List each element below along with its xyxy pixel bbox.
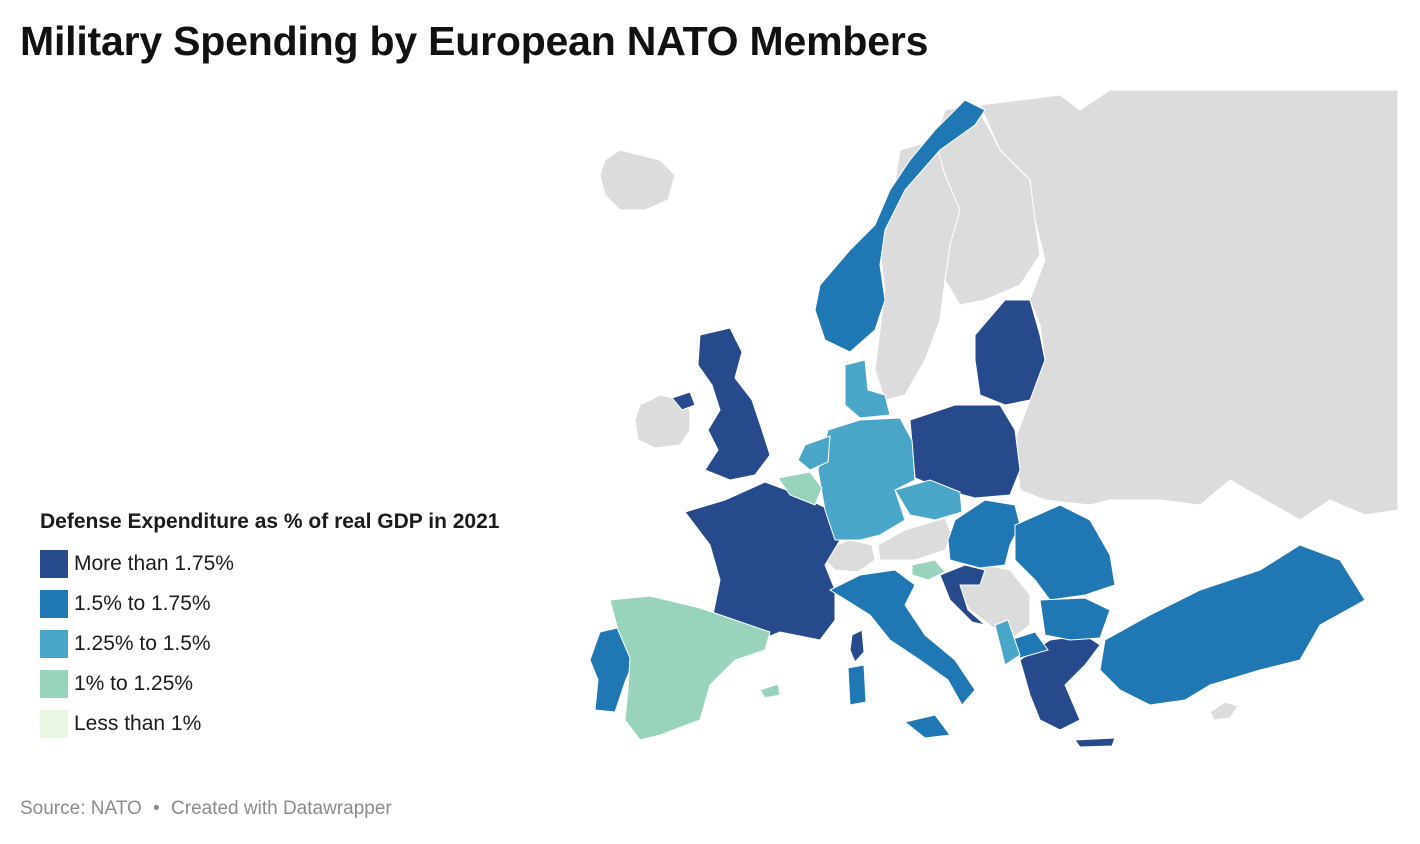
- non-member-regions: [599, 89, 1399, 721]
- corsica-region: [849, 629, 865, 663]
- legend-swatch: [40, 630, 68, 658]
- legend-item: 1.5% to 1.75%: [40, 584, 499, 624]
- turkey-region: [1099, 544, 1366, 706]
- legend-item: More than 1.75%: [40, 544, 499, 584]
- croatia-region: [939, 564, 986, 626]
- map-legend: Defense Expenditure as % of real GDP in …: [40, 510, 499, 744]
- belgium-region: [777, 471, 823, 506]
- slovenia-region: [911, 559, 946, 581]
- legend-swatch: [40, 710, 68, 738]
- tier-125-to-150: [797, 359, 1021, 666]
- legend-label: 1.25% to 1.5%: [74, 632, 211, 655]
- baltics-region: [974, 299, 1046, 406]
- italy-region: [828, 569, 976, 706]
- slovakia-hungary-region: [947, 499, 1021, 569]
- legend-label: 1.5% to 1.75%: [74, 592, 211, 615]
- source-footer: Source: NATO • Created with Datawrapper: [20, 798, 392, 820]
- legend-item: 1% to 1.25%: [40, 664, 499, 704]
- legend-swatch: [40, 670, 68, 698]
- crete-region: [1074, 737, 1116, 748]
- legend-label: More than 1.75%: [74, 552, 234, 575]
- balearic-region: [759, 683, 781, 699]
- spain-region: [609, 595, 771, 741]
- legend-label: 1% to 1.25%: [74, 672, 194, 695]
- credit-link[interactable]: Created with Datawrapper: [171, 798, 392, 819]
- chart-title: Military Spending by European NATO Membe…: [20, 18, 929, 64]
- uk-region: [697, 327, 771, 481]
- tier-100-to-125: [609, 471, 946, 741]
- northern-ireland-region: [671, 391, 696, 411]
- czechia-region: [894, 479, 963, 521]
- tier-more-than-175: [671, 299, 1116, 748]
- legend-label: Less than 1%: [74, 712, 202, 735]
- ireland-region: [634, 394, 691, 449]
- netherlands-region: [797, 435, 831, 471]
- norway-region: [814, 99, 986, 353]
- legend-swatch: [40, 550, 68, 578]
- cyprus-region: [1209, 701, 1239, 721]
- legend-item: 1.25% to 1.5%: [40, 624, 499, 664]
- tier-150-to-175: [589, 99, 1366, 739]
- russia-region: [979, 89, 1399, 521]
- source-text: Source: NATO: [20, 798, 142, 819]
- iceland-region: [599, 149, 676, 211]
- footer-separator: •: [153, 798, 160, 819]
- germany-region: [817, 417, 916, 541]
- montenegro-region: [994, 619, 1021, 666]
- legend-item: Less than 1%: [40, 704, 499, 744]
- sardinia-region: [847, 664, 867, 706]
- romania-region: [1014, 504, 1116, 601]
- bulgaria-region: [1039, 597, 1111, 641]
- legend-swatch: [40, 590, 68, 618]
- legend-title: Defense Expenditure as % of real GDP in …: [40, 510, 500, 533]
- sicily-region: [903, 714, 951, 739]
- denmark-region: [844, 359, 891, 419]
